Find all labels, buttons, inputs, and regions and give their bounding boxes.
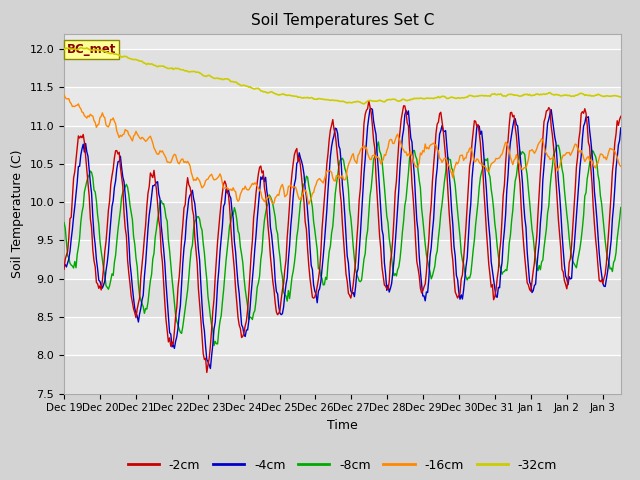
Title: Soil Temperatures Set C: Soil Temperatures Set C xyxy=(251,13,434,28)
Bar xyxy=(64,125,621,164)
Legend: -2cm, -4cm, -8cm, -16cm, -32cm: -2cm, -4cm, -8cm, -16cm, -32cm xyxy=(123,454,562,477)
Bar xyxy=(64,49,621,87)
X-axis label: Time: Time xyxy=(327,419,358,432)
Bar xyxy=(64,279,621,317)
Bar xyxy=(64,202,621,240)
Text: BC_met: BC_met xyxy=(67,43,116,56)
Bar xyxy=(64,355,621,394)
Y-axis label: Soil Temperature (C): Soil Temperature (C) xyxy=(11,149,24,278)
